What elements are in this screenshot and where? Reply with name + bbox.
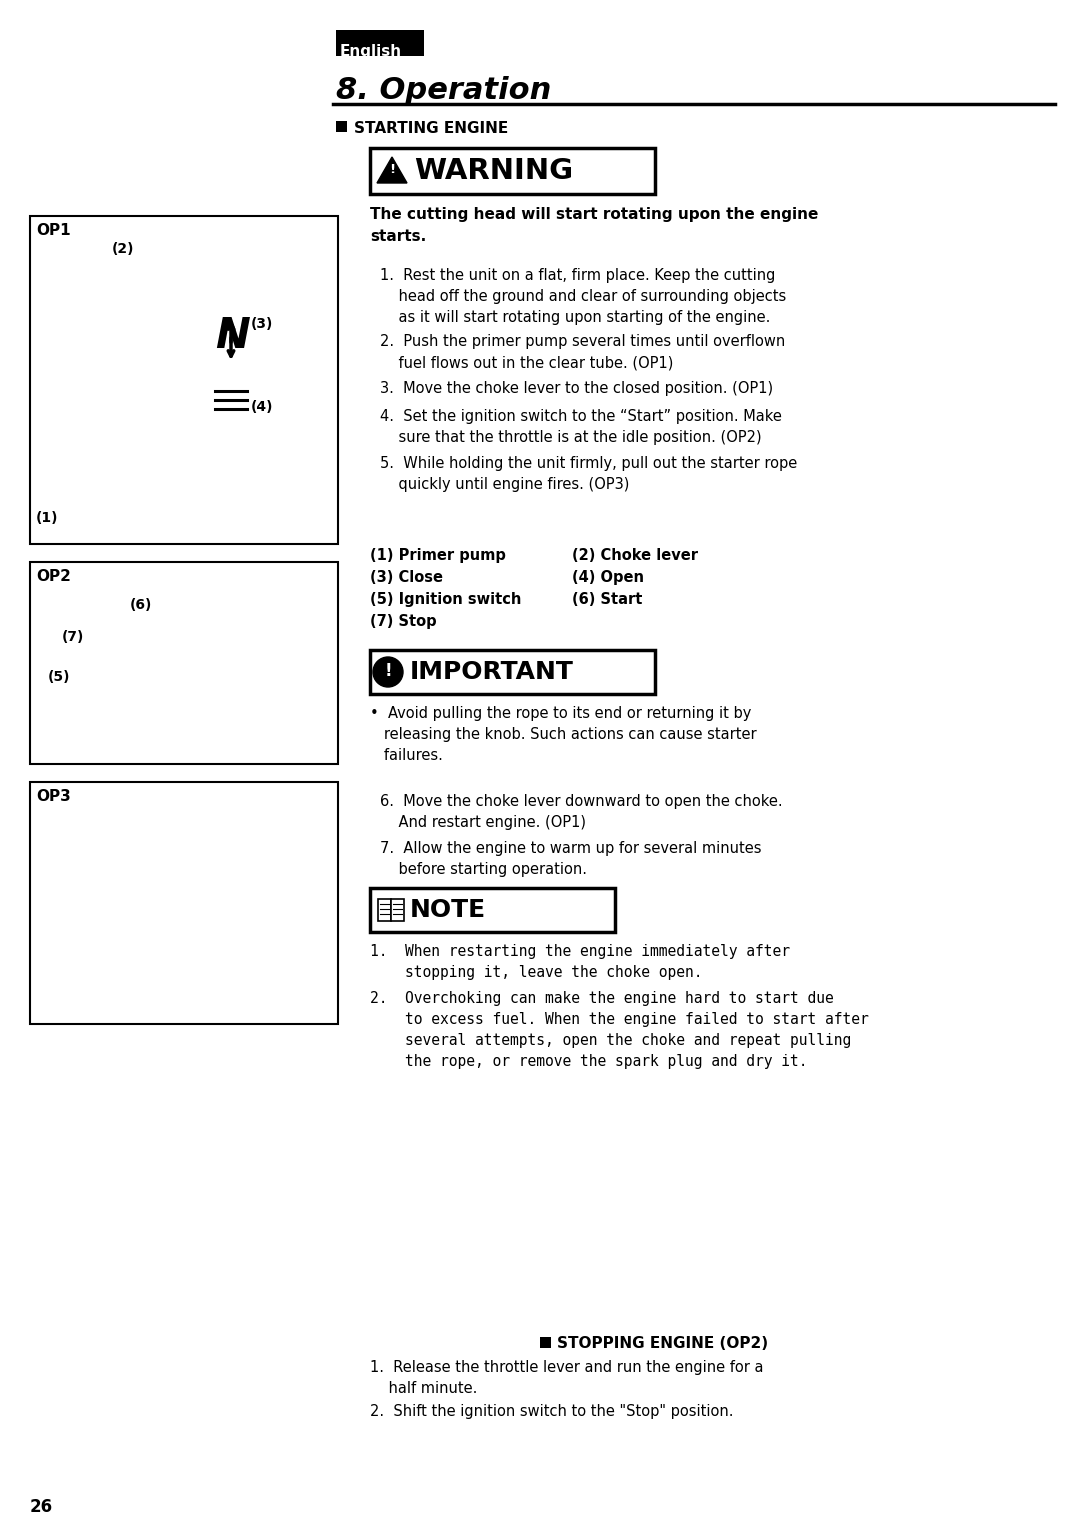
Text: (3): (3) [251,317,273,331]
Text: 1.  Release the throttle lever and run the engine for a
    half minute.: 1. Release the throttle lever and run th… [370,1360,764,1396]
Text: The cutting head will start rotating upon the engine
starts.: The cutting head will start rotating upo… [370,208,819,244]
Text: (7): (7) [62,630,84,644]
Polygon shape [377,157,407,183]
Text: 5.  While holding the unit firmly, pull out the starter rope
    quickly until e: 5. While holding the unit firmly, pull o… [380,456,797,491]
Text: STOPPING ENGINE (OP2): STOPPING ENGINE (OP2) [557,1335,768,1351]
Text: OP3: OP3 [36,789,71,804]
Text: (2) Choke lever: (2) Choke lever [572,548,698,563]
Text: 7.  Allow the engine to warm up for several minutes
    before starting operatio: 7. Allow the engine to warm up for sever… [380,841,761,877]
Bar [30,217,338,543]
Text: (5): (5) [48,670,70,684]
Text: 3.  Move the choke lever to the closed position. (OP1): 3. Move the choke lever to the closed po… [380,382,773,397]
Text: (6): (6) [130,598,152,612]
FancyBboxPatch shape [370,650,654,694]
Bar [391,899,404,922]
Text: NOTE: NOTE [410,897,486,922]
Bar [30,781,338,1024]
FancyBboxPatch shape [370,888,615,932]
Text: WARNING: WARNING [414,157,573,185]
Text: !: ! [389,163,395,175]
Text: 2.  Overchoking can make the engine hard to start due
    to excess fuel. When t: 2. Overchoking can make the engine hard … [370,990,868,1070]
Text: (7) Stop: (7) Stop [370,613,436,629]
Text: 8. Operation: 8. Operation [336,76,552,105]
Text: 1.  When restarting the engine immediately after
    stopping it, leave the chok: 1. When restarting the engine immediatel… [370,945,789,980]
Text: 6.  Move the choke lever downward to open the choke.
    And restart engine. (OP: 6. Move the choke lever downward to open… [380,794,783,830]
Bar [30,562,338,765]
Text: English: English [340,44,402,60]
Bar [336,121,347,133]
Text: (1): (1) [36,511,58,525]
Text: OP2: OP2 [36,569,71,584]
Text: N: N [215,314,249,357]
Text: IMPORTANT: IMPORTANT [410,661,573,684]
Text: (4) Open: (4) Open [572,571,644,584]
Text: OP1: OP1 [36,223,70,238]
Text: STARTING ENGINE: STARTING ENGINE [354,121,509,136]
FancyBboxPatch shape [370,148,654,194]
Text: 1.  Rest the unit on a flat, firm place. Keep the cutting
    head off the groun: 1. Rest the unit on a flat, firm place. … [380,269,786,325]
Text: 4.  Set the ignition switch to the “Start” position. Make
    sure that the thro: 4. Set the ignition switch to the “Start… [380,409,782,446]
Text: !: ! [384,662,392,681]
Text: (3) Close: (3) Close [370,571,443,584]
Text: (5) Ignition switch: (5) Ignition switch [370,592,522,607]
Bar [540,1337,551,1347]
Bar [336,31,424,56]
Text: •  Avoid pulling the rope to its end or returning it by
   releasing the knob. S: • Avoid pulling the rope to its end or r… [370,707,757,763]
Text: (6) Start: (6) Start [572,592,643,607]
Circle shape [373,658,403,687]
Text: (2): (2) [112,243,135,256]
Text: 26: 26 [30,1499,53,1515]
Text: (1) Primer pump: (1) Primer pump [370,548,505,563]
Bar [378,899,391,922]
Text: 2.  Push the primer pump several times until overflown
    fuel flows out in the: 2. Push the primer pump several times un… [380,334,785,369]
Text: 2.  Shift the ignition switch to the "Stop" position.: 2. Shift the ignition switch to the "Sto… [370,1404,733,1419]
Text: (4): (4) [251,400,273,414]
